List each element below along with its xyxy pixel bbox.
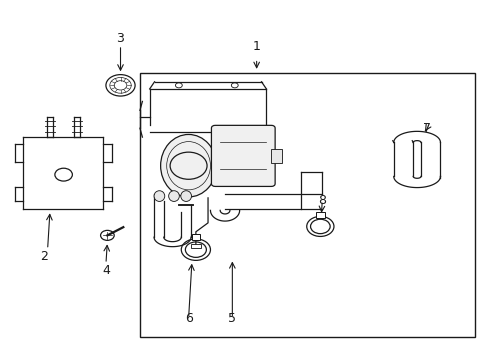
Bar: [315, 212, 324, 217]
Bar: [191, 244, 201, 248]
Bar: [140, 73, 474, 337]
Text: 4: 4: [102, 264, 110, 276]
Text: 8: 8: [318, 194, 325, 207]
Text: 1: 1: [252, 40, 260, 53]
Text: 2: 2: [40, 250, 47, 263]
Ellipse shape: [154, 191, 164, 202]
Text: 7: 7: [422, 122, 430, 135]
Text: 5: 5: [228, 312, 236, 325]
FancyBboxPatch shape: [211, 125, 275, 186]
Circle shape: [101, 230, 114, 240]
Text: 6: 6: [184, 312, 192, 325]
Bar: [271, 149, 282, 163]
Ellipse shape: [168, 191, 179, 202]
Ellipse shape: [160, 134, 216, 197]
Circle shape: [106, 75, 135, 96]
Text: 3: 3: [116, 32, 124, 45]
Bar: [191, 234, 200, 240]
Ellipse shape: [181, 191, 191, 202]
